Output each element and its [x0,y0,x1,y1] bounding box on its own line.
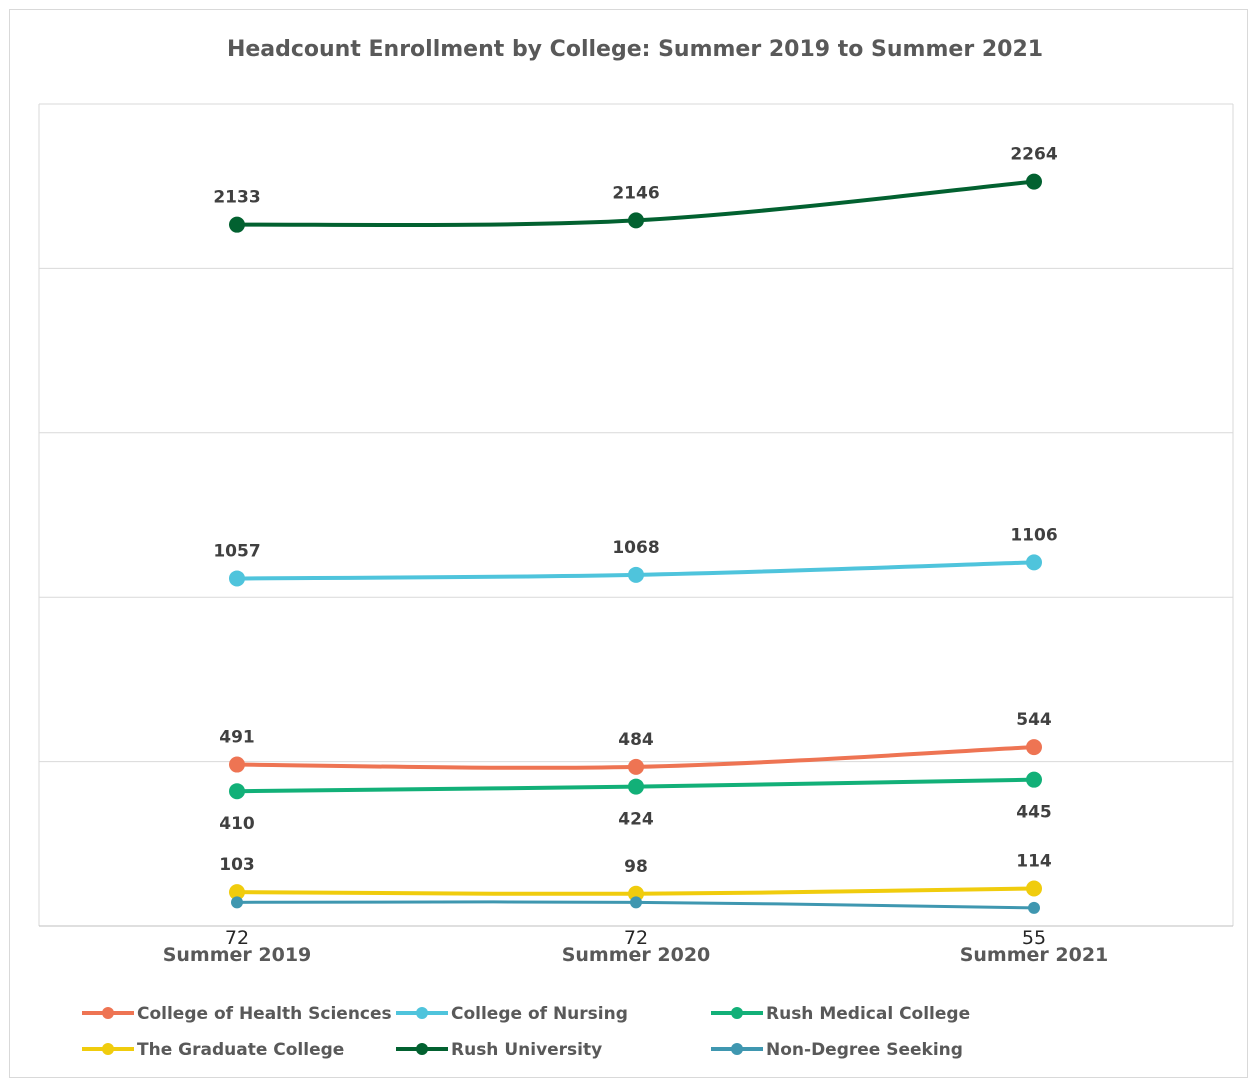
x-tick-label-2: Summer 2021 [960,944,1109,966]
point-rush-university-2 [1026,173,1042,190]
chart-title: Headcount Enrollment by College: Summer … [227,37,1043,62]
data-labels: 491 484 544 1057 1068 1106 410 424 445 103 98 114 21… [213,145,1057,949]
point-rush-university-1 [628,212,644,229]
point-rush-medical-college-0 [229,783,245,800]
data-label-college-of-nursing-0: 1057 [213,541,260,561]
legend-swatch-marker [731,1007,743,1019]
legend-item-non-degree-seeking: Non-Degree Seeking [711,1040,963,1060]
legend-swatch-marker [416,1007,428,1019]
point-college-of-nursing-0 [229,570,245,587]
legend-item-the-graduate-college: The Graduate College [82,1040,344,1060]
legend-item-college-of-nursing: College of Nursing [396,1004,628,1024]
point-non-degree-seeking-2 [1028,901,1040,914]
legend-label: College of Nursing [451,1004,628,1024]
data-label-college-of-health-sciences-2: 544 [1016,710,1052,730]
point-college-of-nursing-2 [1026,554,1042,571]
legend-label: Non-Degree Seeking [766,1040,963,1060]
point-college-of-health-sciences-1 [628,758,644,775]
legend: College of Health Sciences College of Nur… [82,1004,970,1060]
data-label-non-degree-seeking-2: 55 [1022,927,1046,949]
legend-item-college-of-health-sciences: College of Health Sciences [82,1004,392,1024]
data-label-rush-university-1: 2146 [612,183,659,203]
data-label-college-of-nursing-2: 1106 [1010,525,1057,545]
legend-label: The Graduate College [137,1040,344,1060]
series-group [229,173,1042,914]
point-rush-medical-college-1 [628,778,644,795]
data-label-rush-university-0: 2133 [213,188,260,208]
point-the-graduate-college-2 [1026,880,1042,897]
legend-swatch-marker [102,1043,114,1055]
legend-item-rush-medical-college: Rush Medical College [711,1004,970,1024]
data-label-non-degree-seeking-1: 72 [624,927,648,949]
point-the-graduate-college-0 [229,884,245,901]
data-label-non-degree-seeking-0: 72 [225,927,249,949]
point-college-of-health-sciences-0 [229,756,245,773]
data-label-college-of-health-sciences-0: 491 [219,728,255,748]
point-rush-university-0 [229,216,245,233]
data-label-college-of-health-sciences-1: 484 [618,730,654,750]
point-rush-medical-college-2 [1026,771,1042,788]
legend-swatch-marker [416,1043,428,1055]
data-label-the-graduate-college-2: 114 [1016,852,1052,872]
legend-label: College of Health Sciences [137,1004,392,1024]
chart-frame [9,9,1248,1078]
point-non-degree-seeking-0 [231,896,243,909]
data-label-rush-medical-college-0: 410 [219,814,255,834]
data-label-the-graduate-college-1: 98 [624,857,648,877]
data-label-rush-university-2: 2264 [1010,145,1057,165]
point-non-degree-seeking-1 [630,896,642,909]
legend-label: Rush University [451,1040,602,1060]
x-tick-label-1: Summer 2020 [562,944,711,966]
point-college-of-health-sciences-2 [1026,739,1042,756]
data-label-the-graduate-college-0: 103 [219,855,255,875]
point-the-graduate-college-1 [628,885,644,902]
data-label-college-of-nursing-1: 1068 [612,538,659,558]
legend-swatch-marker [102,1007,114,1019]
legend-label: Rush Medical College [766,1004,970,1024]
legend-swatch-marker [731,1043,743,1055]
data-label-rush-medical-college-1: 424 [618,810,654,830]
x-tick-label-0: Summer 2019 [163,944,312,966]
point-college-of-nursing-1 [628,566,644,583]
data-label-rush-medical-college-2: 445 [1016,803,1052,823]
legend-item-rush-university: Rush University [396,1040,602,1060]
x-axis-ticks: Summer 2019 Summer 2020 Summer 2021 [163,944,1109,966]
